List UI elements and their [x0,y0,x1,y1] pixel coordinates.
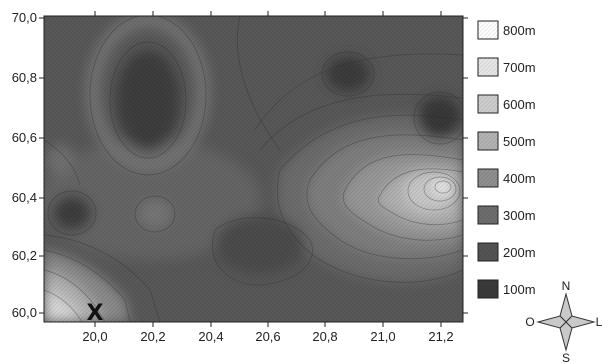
compass-west-label: O [525,315,534,329]
x-tick-label: 20,6 [255,329,280,344]
compass-west-arm [536,315,567,329]
right-axis-ticks [463,17,468,314]
compass-north-label: N [562,279,571,293]
location-marker: X [87,301,104,326]
legend-label: 800m [503,23,536,38]
map-frame [43,15,464,323]
legend-swatch-texture [478,95,498,113]
x-tick-label: 20,2 [140,329,165,344]
y-tick-label: 60,0 [12,305,37,320]
y-tick-label: 60,4 [12,190,37,205]
y-tick-label: 60,2 [12,248,37,263]
y-axis: 70,0 60,8 60,6 60,4 60,2 60,0 [12,10,44,320]
legend-swatch-texture [478,21,498,39]
legend-swatch-texture [478,243,498,261]
legend-label: 700m [503,60,536,75]
compass-south-label: S [562,351,570,364]
legend-label: 100m [503,282,536,297]
compass-east-arm [565,315,596,329]
legend-label: 400m [503,171,536,186]
legend-swatch-texture [478,280,498,298]
legend-swatch-texture [478,58,498,76]
x-tick-label: 20,0 [82,329,107,344]
legend-label: 300m [503,208,536,223]
terrain-map: X [44,16,463,326]
legend-label: 600m [503,97,536,112]
x-tick-label: 20,4 [198,329,223,344]
elevation-legend: 800m 700m 600m 500m 400m 300m 200m 100m [477,20,536,299]
legend-swatch-texture [478,169,498,187]
legend-label: 500m [503,134,536,149]
y-tick-label: 60,8 [12,70,37,85]
x-tick-label: 20,8 [312,329,337,344]
x-tick-label: 21,0 [370,329,395,344]
legend-label: 200m [503,245,536,260]
y-tick-label: 70,0 [12,10,37,25]
y-tick-label: 60,6 [12,130,37,145]
legend-swatch-texture [478,132,498,150]
x-axis: 20,0 20,2 20,4 20,6 20,8 21,0 21,2 [82,11,454,344]
x-tick-label: 21,2 [428,329,453,344]
compass-east-label: L [596,315,602,329]
legend-swatch-texture [478,206,498,224]
compass-rose: N S O L [525,279,602,364]
